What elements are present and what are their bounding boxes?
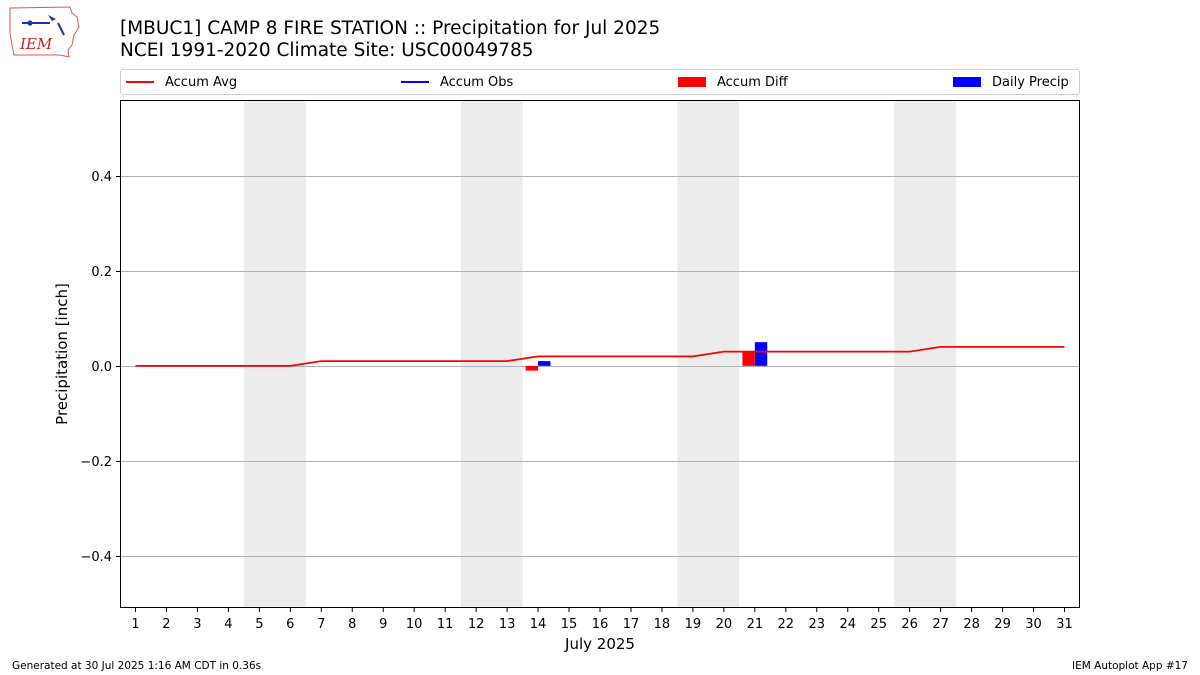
x-tick-label: 25 — [870, 617, 887, 632]
chart-title: [MBUC1] CAMP 8 FIRE STATION :: Precipita… — [120, 18, 661, 39]
legend-swatch — [126, 81, 154, 83]
daily-precip-bar — [538, 361, 551, 366]
legend-item-daily-precip: Daily Precip — [953, 70, 1069, 94]
chart-subtitle: NCEI 1991-2020 Climate Site: USC00049785 — [120, 40, 534, 61]
iowa-outline-icon — [9, 6, 80, 58]
x-tick-label: 28 — [963, 617, 980, 632]
iem-logo: IEM — [9, 6, 80, 58]
chart-legend: Accum Avg Accum Obs Accum Diff Daily Pre… — [120, 69, 1080, 95]
logo-text: IEM — [19, 35, 53, 53]
x-tick-label: 29 — [994, 617, 1011, 632]
x-tick-label: 13 — [499, 617, 516, 632]
legend-swatch — [678, 77, 706, 87]
y-tick-label: 0.2 — [91, 265, 112, 280]
accum-diff-bar — [742, 351, 755, 366]
legend-label: Daily Precip — [992, 74, 1069, 90]
x-tick-label: 17 — [623, 617, 640, 632]
x-tick-label: 3 — [193, 617, 201, 632]
x-tick-label: 20 — [716, 617, 733, 632]
x-tick-label: 2 — [162, 617, 170, 632]
x-tick-label: 4 — [224, 617, 232, 632]
accum-diff-bar — [525, 365, 539, 371]
y-tick-label: −0.4 — [80, 550, 112, 565]
app-id-label: IEM Autoplot App #17 — [1072, 660, 1188, 672]
x-axis-label: July 2025 — [564, 635, 635, 653]
weekend-shade — [894, 100, 957, 608]
x-tick-label: 7 — [317, 617, 325, 632]
x-tick-label: 10 — [406, 617, 423, 632]
x-tick-label: 6 — [286, 617, 294, 632]
x-tick-label: 18 — [654, 617, 671, 632]
weekend-shade — [243, 100, 306, 608]
x-tick-label: 11 — [437, 617, 454, 632]
accum-avg-line — [135, 345, 1065, 367]
x-tick-label: 24 — [839, 617, 856, 632]
x-tick-label: 8 — [348, 617, 356, 632]
x-tick-label: 21 — [747, 617, 764, 632]
x-tick-label: 15 — [561, 617, 578, 632]
x-tick-label: 23 — [809, 617, 826, 632]
legend-swatch — [953, 77, 981, 87]
x-tick-label: 22 — [778, 617, 795, 632]
x-tick-label: 27 — [932, 617, 949, 632]
legend-swatch — [401, 81, 429, 83]
legend-item-accum-obs: Accum Obs — [401, 70, 513, 94]
x-tick-label: 31 — [1056, 617, 1073, 632]
x-tick-label: 1 — [131, 617, 139, 632]
plot-frame — [120, 100, 1080, 608]
x-tick-label: 9 — [379, 617, 387, 632]
y-axis-label: Precipitation [inch] — [53, 283, 71, 425]
legend-label: Accum Obs — [440, 74, 514, 90]
legend-label: Accum Avg — [165, 74, 238, 90]
legend-item-accum-diff: Accum Diff — [678, 70, 788, 94]
x-tick-label: 26 — [901, 617, 918, 632]
x-tick-label: 5 — [255, 617, 263, 632]
legend-label: Accum Diff — [717, 74, 788, 90]
x-tick-label: 14 — [530, 617, 547, 632]
weekend-shade — [460, 100, 523, 608]
daily-precip-bar — [754, 342, 768, 366]
x-tick-label: 30 — [1025, 617, 1042, 632]
generated-timestamp: Generated at 30 Jul 2025 1:16 AM CDT in … — [12, 660, 262, 672]
y-tick-label: 0.0 — [91, 360, 112, 375]
y-tick-label: −0.2 — [80, 455, 112, 470]
y-tick-label: 0.4 — [91, 170, 112, 185]
x-tick-label: 12 — [468, 617, 485, 632]
x-tick-label: 16 — [592, 617, 609, 632]
legend-item-accum-avg: Accum Avg — [126, 70, 237, 94]
x-tick-label: 19 — [685, 617, 702, 632]
